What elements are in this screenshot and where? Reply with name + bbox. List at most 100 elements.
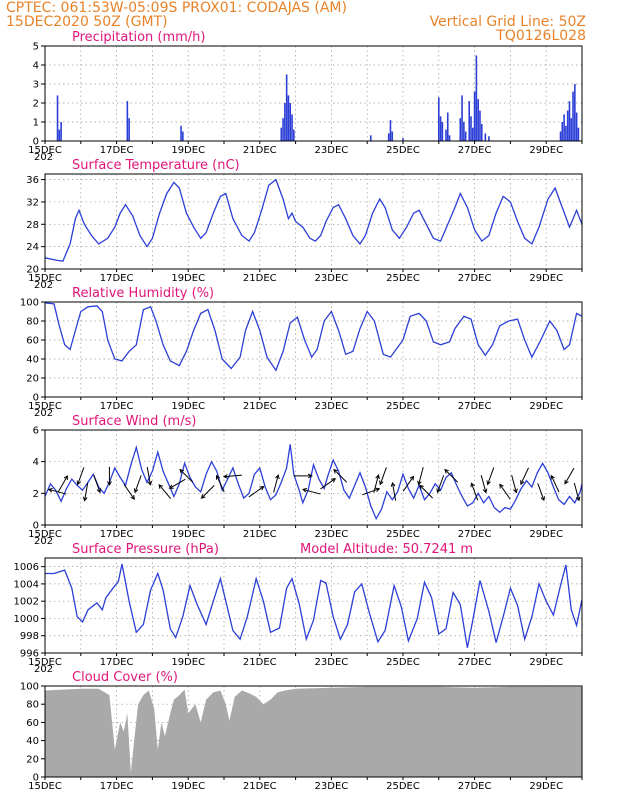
precip-bar bbox=[488, 136, 490, 141]
panel-6: 0 20 40 60 80 100 15DEC 17DEC 19DEC 21DEC 23DEC 25D… bbox=[20, 670, 583, 792]
x-tick-label: 17DEC bbox=[100, 401, 134, 412]
header-run-time: 15DEC2020 50Z (GMT) bbox=[6, 14, 168, 30]
wind-arrow bbox=[564, 467, 575, 485]
x-tick-label: 29DEC bbox=[529, 145, 563, 156]
wind-arrow-shaft bbox=[158, 484, 172, 499]
precip-bar bbox=[448, 135, 451, 141]
precip-bar bbox=[479, 110, 481, 141]
y-tick-label: 28 bbox=[26, 220, 39, 231]
x-tick-label: 19DEC bbox=[171, 529, 205, 540]
x-tick-label: 23DEC bbox=[315, 657, 349, 668]
panel-title: Surface Temperature (nC) bbox=[72, 158, 240, 173]
wind-arrow bbox=[390, 481, 397, 501]
y-tick-label: 1006 bbox=[14, 562, 39, 573]
precip-bar bbox=[463, 122, 465, 141]
x-tick-label: 21DEC bbox=[243, 781, 277, 792]
y-tick-label: 100 bbox=[20, 682, 39, 693]
wind-arrow-shaft bbox=[537, 483, 545, 501]
header-model-id: TQ0126L028 bbox=[496, 28, 586, 44]
wind-arrow bbox=[499, 483, 511, 500]
precip-bar bbox=[461, 95, 463, 141]
y-tick-label: 4 bbox=[33, 457, 39, 468]
precip-bar bbox=[402, 138, 404, 141]
precip-bar bbox=[60, 122, 62, 141]
y-tick-label: 20 bbox=[26, 374, 39, 385]
precip-bar bbox=[445, 129, 447, 141]
y-tick-label: 24 bbox=[26, 242, 39, 253]
wind-arrow-shaft bbox=[487, 467, 495, 485]
x-tick-label: 23DEC bbox=[315, 529, 349, 540]
precip-bar bbox=[472, 127, 474, 141]
precip-bar bbox=[291, 114, 293, 141]
wind-arrow-shaft bbox=[419, 485, 433, 499]
plot-frame bbox=[44, 429, 583, 526]
x-tick-label: 23DEC bbox=[315, 781, 349, 792]
y-tick-label: 1 bbox=[33, 118, 39, 129]
panel-title: Precipitation (mm/h) bbox=[72, 30, 205, 45]
y-tick-label: 2 bbox=[33, 489, 39, 500]
panel-title: Surface Pressure (hPa) bbox=[72, 542, 219, 557]
wind-arrow-shaft bbox=[248, 486, 264, 498]
header-station: CPTEC: 061:53W-05:09S PROX01: CODAJAS (A… bbox=[6, 0, 347, 16]
wind-arrow bbox=[419, 484, 433, 499]
x-tick-label: 19DEC bbox=[171, 657, 205, 668]
x-tick-label: 29DEC bbox=[529, 401, 563, 412]
precip-bar bbox=[282, 118, 284, 141]
precip-bar bbox=[441, 122, 444, 141]
wind-arrow bbox=[573, 482, 581, 502]
wind-arrow-head bbox=[158, 484, 164, 489]
wind-arrow bbox=[511, 475, 518, 494]
x-tick-label: 19DEC bbox=[171, 401, 205, 412]
wind-arrow-shaft bbox=[273, 475, 279, 493]
plot-frame bbox=[44, 301, 583, 398]
x-tick-label: 23DEC bbox=[315, 145, 349, 156]
x-tick-label: 25DEC bbox=[386, 145, 420, 156]
x-tick-label: 15DEC bbox=[28, 781, 62, 792]
wind-arrow bbox=[222, 474, 242, 479]
series-group bbox=[45, 178, 582, 262]
wind-arrow-shaft bbox=[169, 478, 186, 489]
x-tick-label: 27DEC bbox=[458, 657, 492, 668]
plot-frame bbox=[44, 685, 583, 778]
x-tick-label: 21DEC bbox=[243, 529, 277, 540]
precip-bar bbox=[563, 114, 565, 141]
wind-arrow-shaft bbox=[362, 488, 380, 496]
x-tick-label: 23DEC bbox=[315, 273, 349, 284]
precip-bar bbox=[484, 133, 487, 141]
x-tick-label: 21DEC bbox=[243, 657, 277, 668]
series-line bbox=[45, 563, 582, 648]
panel-4: 0 2 4 6 15DEC 17DEC 19DEC 21DEC 23DEC 25DEC 27DEC 2… bbox=[28, 414, 583, 547]
x-tick-label: 27DEC bbox=[458, 273, 492, 284]
wind-arrow bbox=[537, 483, 545, 502]
wind-arrow-head bbox=[575, 496, 581, 502]
wind-arrow bbox=[320, 478, 337, 490]
wind-arrow-head bbox=[390, 481, 396, 487]
y-tick-label: 0 bbox=[33, 137, 39, 148]
wind-arrow-shaft bbox=[402, 476, 414, 492]
x-tick-label: 15DEC bbox=[28, 401, 62, 412]
x-tick-label: 21DEC bbox=[243, 401, 277, 412]
x-tick-label: 29DEC bbox=[529, 529, 563, 540]
wind-arrow-head bbox=[333, 468, 338, 474]
precip-bar bbox=[572, 91, 574, 141]
wind-arrow-shaft bbox=[444, 469, 459, 483]
precip-bar bbox=[182, 131, 184, 141]
panel-annotation: Model Altitude: 50.7241 m bbox=[300, 542, 473, 557]
precip-bar bbox=[568, 101, 571, 141]
series-group bbox=[45, 686, 582, 777]
y-tick-label: 36 bbox=[26, 175, 39, 186]
y-tick-label: 20 bbox=[26, 265, 39, 276]
x-tick-label: 17DEC bbox=[100, 273, 134, 284]
precip-bar bbox=[439, 116, 442, 141]
precip-bar bbox=[180, 125, 182, 141]
panel-5: 996 998 1000 1002 1004 1006 15DEC 17DEC 19DEC 21D… bbox=[14, 542, 583, 675]
wind-arrow-head bbox=[133, 488, 139, 494]
y-tick-label: 32 bbox=[26, 197, 39, 208]
x-tick-label: 17DEC bbox=[100, 781, 134, 792]
wind-arrow-head bbox=[147, 480, 153, 486]
wind-arrow-shaft bbox=[48, 488, 67, 495]
wind-arrow bbox=[379, 467, 387, 486]
precip-bar bbox=[287, 95, 290, 141]
wind-arrow-head bbox=[564, 479, 569, 485]
precip-bar bbox=[459, 118, 462, 141]
